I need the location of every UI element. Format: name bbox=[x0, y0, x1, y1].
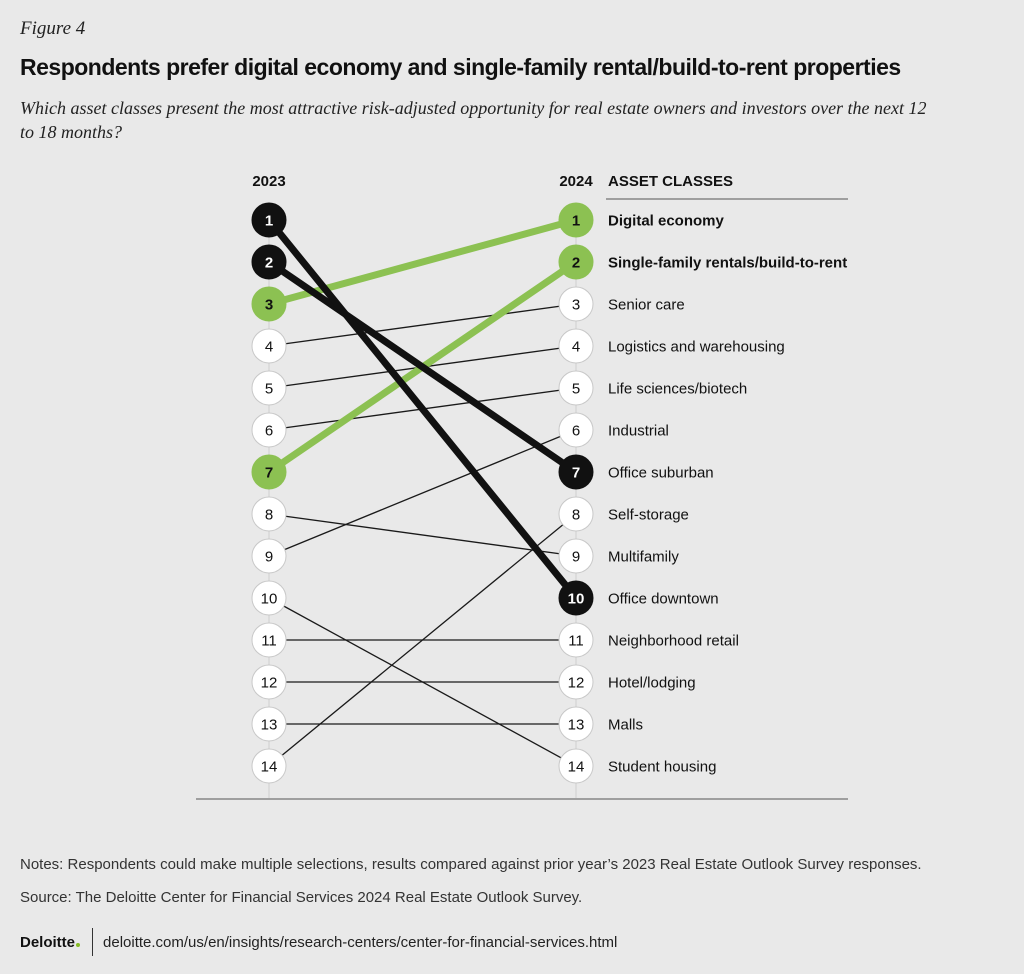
asset-label: Life sciences/biotech bbox=[608, 381, 747, 398]
right-rank-number: 4 bbox=[572, 339, 580, 356]
asset-label: Neighborhood retail bbox=[608, 633, 739, 650]
chart-title: Respondents prefer digital economy and s… bbox=[20, 54, 901, 80]
right-rank-number: 6 bbox=[572, 423, 580, 440]
chart-subtitle: Which asset classes present the most att… bbox=[20, 98, 927, 142]
right-rank-number: 14 bbox=[568, 759, 585, 776]
right-rank-number: 3 bbox=[572, 297, 580, 314]
right-rank-number: 8 bbox=[572, 507, 580, 524]
left-rank-number: 4 bbox=[265, 339, 273, 356]
left-rank-number: 7 bbox=[265, 465, 273, 482]
right-rank-number: 5 bbox=[572, 381, 580, 398]
right-rank-circle-12 bbox=[558, 664, 594, 700]
right-rank-circle-14 bbox=[558, 748, 594, 784]
left-rank-circle-6 bbox=[251, 412, 287, 448]
left-rank-circle-9 bbox=[251, 538, 287, 574]
right-rank-circle-4 bbox=[558, 328, 594, 364]
figure-label: Figure 4 bbox=[20, 18, 86, 39]
logo-dot-icon bbox=[76, 942, 81, 947]
asset-label: Industrial bbox=[608, 423, 669, 440]
left-rank-number: 1 bbox=[265, 213, 273, 230]
left-rank-circle-1 bbox=[251, 202, 287, 238]
year-2023-label: 2023 bbox=[252, 173, 285, 190]
right-rank-circle-9 bbox=[558, 538, 594, 574]
year-2024-label: 2024 bbox=[559, 173, 593, 190]
line-office-downtown bbox=[265, 216, 580, 602]
asset-label: Malls bbox=[608, 717, 643, 734]
chart-notes: Notes: Respondents could make multiple s… bbox=[20, 856, 922, 873]
asset-label: Office downtown bbox=[608, 591, 719, 608]
left-rank-circle-3 bbox=[251, 286, 287, 322]
right-rank-circle-5 bbox=[558, 370, 594, 406]
right-rank-number: 9 bbox=[572, 549, 580, 566]
asset-label: Student housing bbox=[608, 759, 716, 776]
asset-label: Self-storage bbox=[608, 507, 689, 524]
right-rank-circle-1 bbox=[558, 202, 594, 238]
asset-label: Senior care bbox=[608, 297, 685, 314]
right-rank-circle-13 bbox=[558, 706, 594, 742]
left-rank-circle-10 bbox=[251, 580, 287, 616]
right-rank-number: 12 bbox=[568, 675, 585, 692]
left-rank-circle-7 bbox=[251, 454, 287, 490]
axes-layer bbox=[196, 198, 848, 800]
asset-label: Office suburban bbox=[608, 465, 714, 482]
left-rank-number: 12 bbox=[261, 675, 278, 692]
left-rank-circle-12 bbox=[251, 664, 287, 700]
left-rank-number: 10 bbox=[261, 591, 278, 608]
left-rank-number: 6 bbox=[265, 423, 273, 440]
line-student-housing bbox=[268, 597, 577, 767]
labels-layer: 2023 2024 ASSET CLASSES Digital economy Sing… bbox=[252, 173, 847, 776]
left-rank-circle-5 bbox=[251, 370, 287, 406]
footer: Deloitte deloitte.com/us/en/insights/res… bbox=[20, 928, 618, 956]
right-rank-circle-3 bbox=[558, 286, 594, 322]
asset-label: Single-family rentals/build-to-rent bbox=[608, 255, 847, 272]
left-rank-number: 14 bbox=[261, 759, 278, 776]
footer-url: deloitte.com/us/en/insights/research-cen… bbox=[103, 933, 618, 951]
line-senior-care bbox=[268, 303, 577, 347]
right-rank-number: 11 bbox=[568, 633, 584, 650]
left-rank-number: 13 bbox=[261, 717, 278, 734]
line-digital-economy bbox=[265, 216, 580, 308]
left-rank-circle-13 bbox=[251, 706, 287, 742]
right-rank-circle-6 bbox=[558, 412, 594, 448]
line-industrial bbox=[268, 429, 577, 557]
line-office-suburban bbox=[265, 258, 580, 476]
left-rank-circle-11 bbox=[251, 622, 287, 658]
right-rank-number: 10 bbox=[568, 591, 585, 608]
lines-layer bbox=[265, 216, 580, 767]
left-rank-circle-4 bbox=[251, 328, 287, 364]
left-rank-number: 8 bbox=[265, 507, 273, 524]
left-rank-circle-2 bbox=[251, 244, 287, 280]
left-rank-number: 5 bbox=[265, 381, 273, 398]
right-rank-number: 2 bbox=[572, 255, 580, 272]
left-rank-number: 11 bbox=[261, 633, 277, 650]
left-rank-circle-14 bbox=[251, 748, 287, 784]
left-rank-circle-8 bbox=[251, 496, 287, 532]
right-rank-circle-10 bbox=[558, 580, 594, 616]
line-multifamily bbox=[268, 513, 577, 557]
left-rank-number: 3 bbox=[265, 297, 273, 314]
right-rank-number: 1 bbox=[572, 213, 580, 230]
right-rank-number: 7 bbox=[572, 465, 580, 482]
footer-divider bbox=[92, 928, 94, 956]
deloitte-logo: Deloitte bbox=[20, 934, 81, 951]
right-rank-number: 13 bbox=[568, 717, 585, 734]
left-rank-number: 2 bbox=[265, 255, 273, 272]
asset-label: Logistics and warehousing bbox=[608, 339, 785, 356]
asset-label: Multifamily bbox=[608, 549, 679, 566]
right-rank-circle-8 bbox=[558, 496, 594, 532]
asset-label: Hotel/lodging bbox=[608, 675, 696, 692]
chart-source: Source: The Deloitte Center for Financia… bbox=[20, 889, 583, 906]
asset-classes-header: ASSET CLASSES bbox=[608, 173, 733, 190]
right-rank-circle-7 bbox=[558, 454, 594, 490]
asset-label: Digital economy bbox=[608, 213, 725, 230]
left-rank-number: 9 bbox=[265, 549, 273, 566]
right-rank-circle-11 bbox=[558, 622, 594, 658]
right-rank-circle-2 bbox=[558, 244, 594, 280]
